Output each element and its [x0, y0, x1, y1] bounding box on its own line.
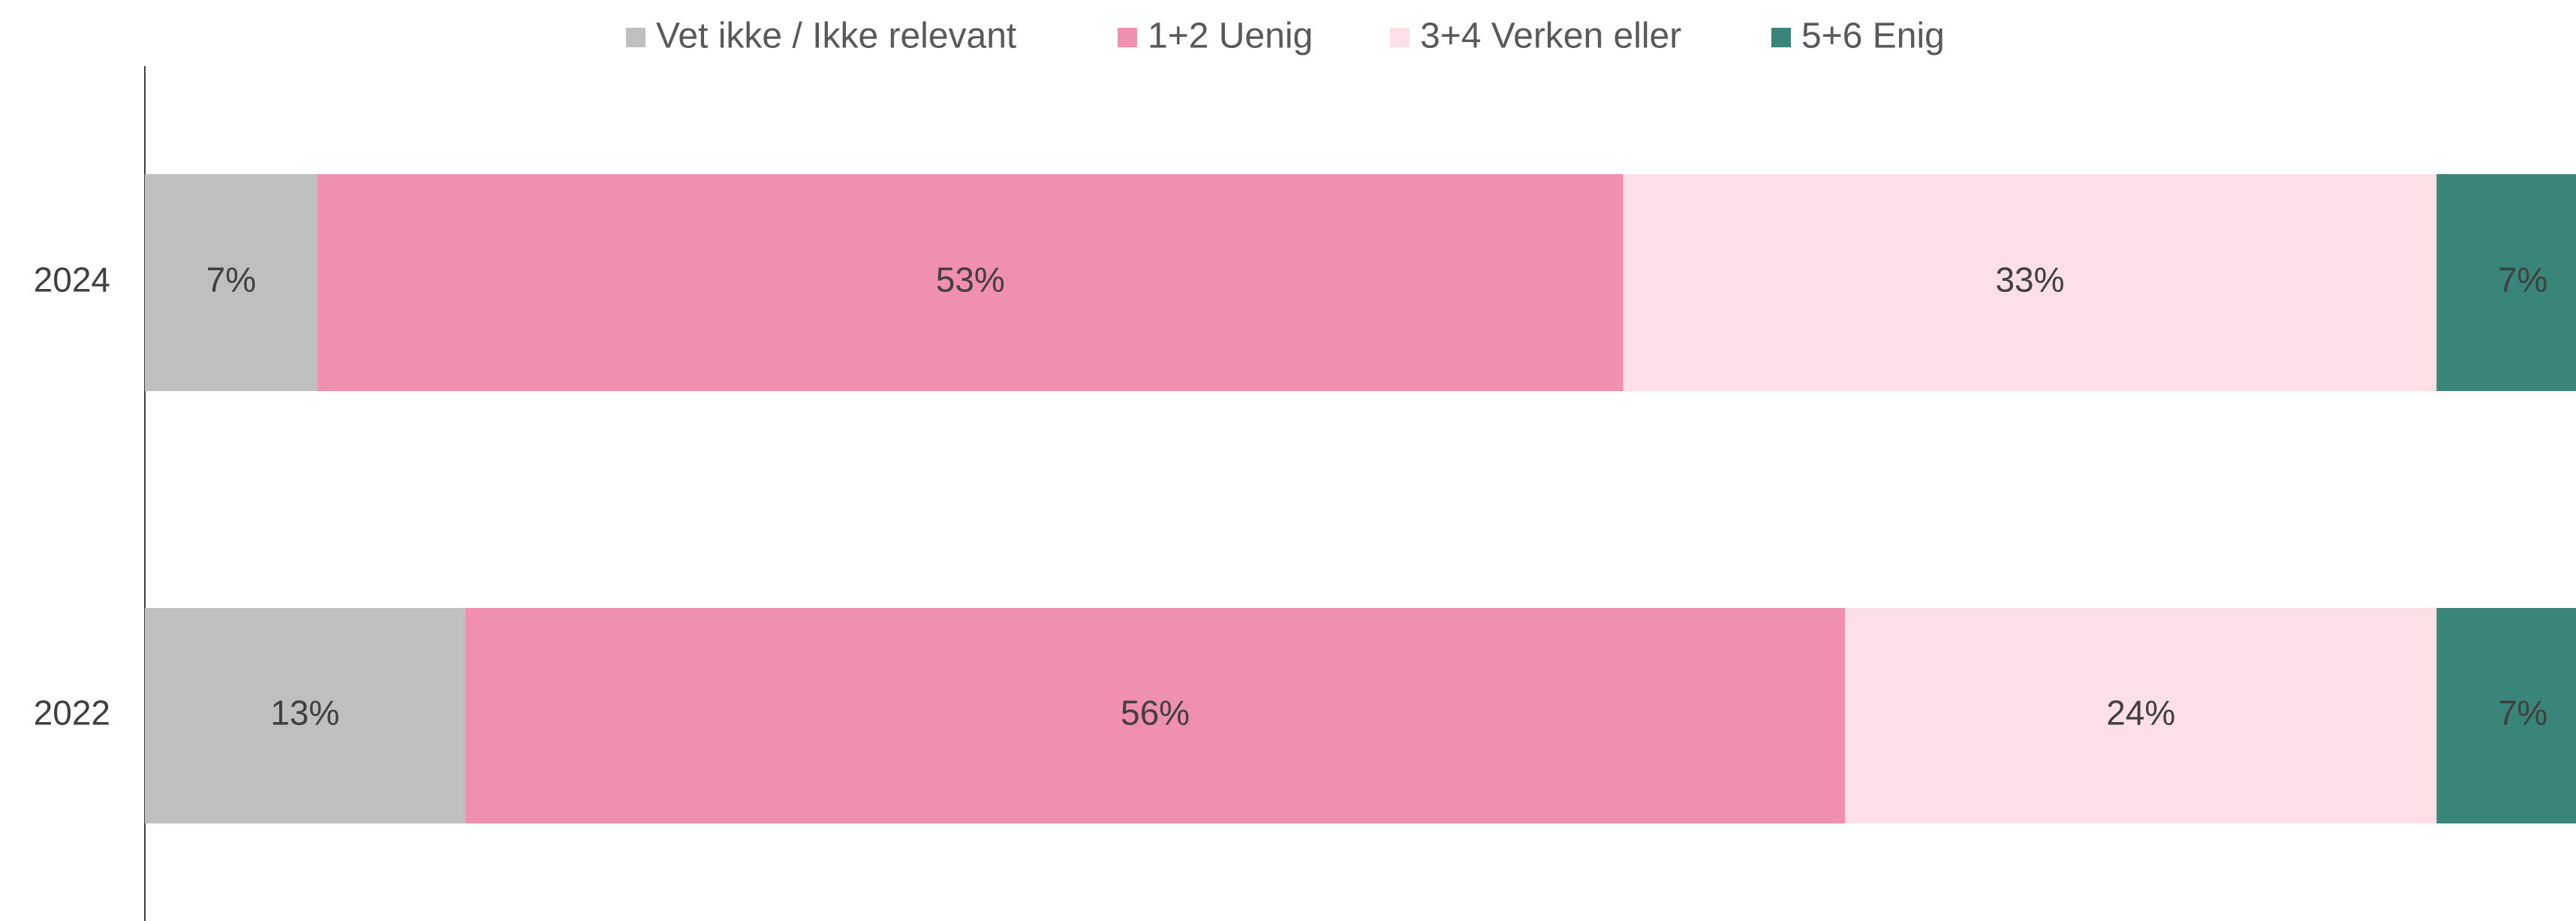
legend-label: 5+6 Enig [1801, 17, 1945, 56]
bar-segment [145, 174, 317, 391]
data-label: 7% [2498, 260, 2547, 299]
legend-label: 3+4 Verken eller [1420, 17, 1681, 56]
data-label: 33% [1995, 260, 2064, 299]
data-label: 56% [1121, 694, 1190, 733]
y-tick-label: 2024 [34, 260, 110, 299]
y-tick-label: 2022 [34, 694, 110, 733]
bar-segment [1623, 174, 2437, 391]
data-label: 13% [270, 694, 339, 733]
bar-segment [465, 608, 1846, 823]
bar-segment [2436, 174, 2576, 391]
legend-swatch [1390, 28, 1410, 47]
legend-swatch [1118, 28, 1137, 47]
bar-segment [1845, 608, 2437, 823]
bar-segment [317, 174, 1624, 391]
legend-swatch [626, 28, 646, 47]
bar-segment [2436, 608, 2576, 823]
data-label: 53% [936, 260, 1005, 299]
legend-swatch [1771, 28, 1791, 47]
data-label: 7% [2498, 694, 2547, 733]
legend-label: Vet ikke / Ikke relevant [656, 17, 1016, 56]
bar-segment [145, 608, 465, 823]
data-label: 24% [2106, 694, 2175, 733]
data-label: 7% [206, 260, 256, 299]
legend-label: 1+2 Uenig [1148, 17, 1313, 56]
